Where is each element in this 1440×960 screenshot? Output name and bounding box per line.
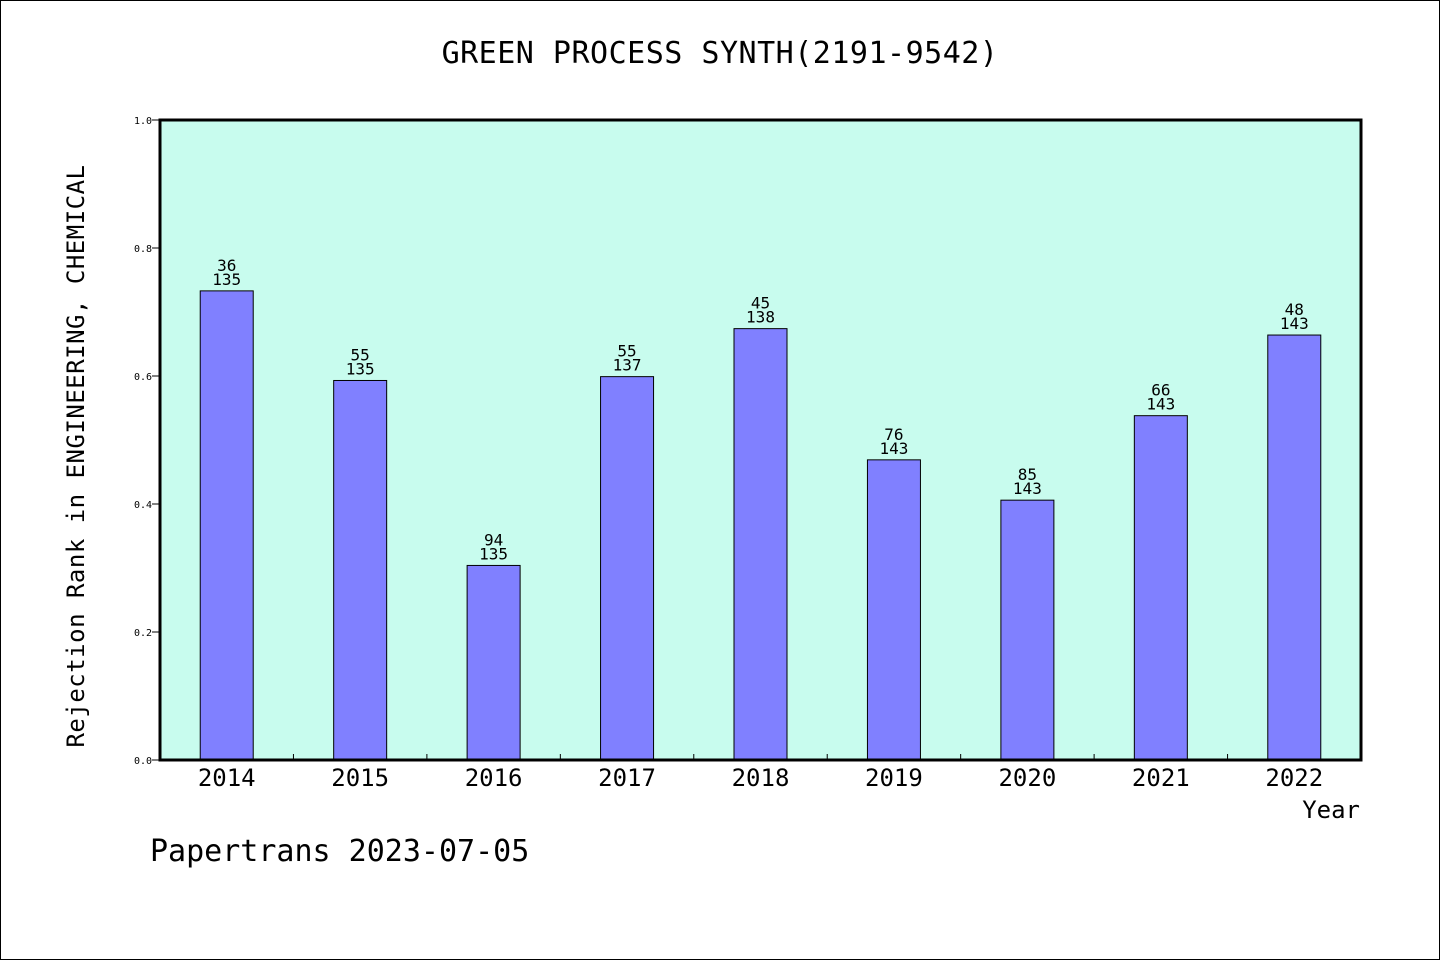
bar-label-bottom: 143	[1280, 314, 1309, 333]
bar-label-bottom: 135	[212, 270, 241, 289]
bar-label-top: 94	[484, 530, 503, 549]
bar	[1267, 334, 1322, 761]
bar-label-bottom: 135	[346, 359, 375, 378]
bar-label-bottom: 143	[1146, 395, 1175, 414]
bar-label-top: 36	[217, 256, 236, 275]
bar-label-top: 55	[351, 345, 370, 364]
bar	[866, 459, 921, 761]
y-tick-label: 0.6	[134, 372, 152, 383]
x-tick-label: 2017	[598, 764, 656, 792]
bar	[1000, 499, 1055, 761]
y-tick-label: 0.2	[134, 628, 152, 639]
x-tick-label: 2021	[1132, 764, 1190, 792]
bar	[600, 376, 655, 761]
bar-label-top: 76	[884, 425, 903, 444]
bar-label-bottom: 143	[879, 439, 908, 458]
bar	[733, 328, 788, 761]
bar	[466, 564, 521, 761]
bar-label-top: 45	[751, 294, 770, 313]
x-tick-label: 2015	[331, 764, 389, 792]
bar-label-bottom: 143	[1013, 479, 1042, 498]
x-tick-label: 2019	[865, 764, 923, 792]
y-tick-label: 0.4	[134, 500, 152, 511]
plot-border	[158, 118, 1363, 762]
bar-label-bottom: 137	[613, 356, 642, 375]
bar-label-top: 48	[1285, 300, 1304, 319]
bar	[333, 379, 388, 761]
bar-label-bottom: 138	[746, 308, 775, 327]
bar	[199, 290, 254, 761]
x-tick-label: 2022	[1265, 764, 1323, 792]
x-tick-label: 2018	[732, 764, 790, 792]
x-tick-label: 2014	[198, 764, 256, 792]
footer-credit: Papertrans 2023-07-05	[150, 834, 530, 869]
y-tick-label: 0.8	[134, 244, 152, 255]
bar	[1133, 415, 1188, 761]
bar-label-top: 55	[617, 342, 636, 361]
x-tick-label: 2020	[998, 764, 1056, 792]
bar-label-bottom: 135	[479, 544, 508, 563]
x-tick-label: 2016	[465, 764, 523, 792]
y-tick-label: 1.0	[134, 116, 152, 127]
x-axis-label: Year	[1302, 796, 1360, 824]
chart-title: GREEN PROCESS SYNTH(2191-9542)	[441, 36, 999, 71]
bar-label-top: 85	[1018, 465, 1037, 484]
y-tick-label: 0.0	[134, 756, 152, 767]
bar-label-top: 66	[1151, 381, 1170, 400]
